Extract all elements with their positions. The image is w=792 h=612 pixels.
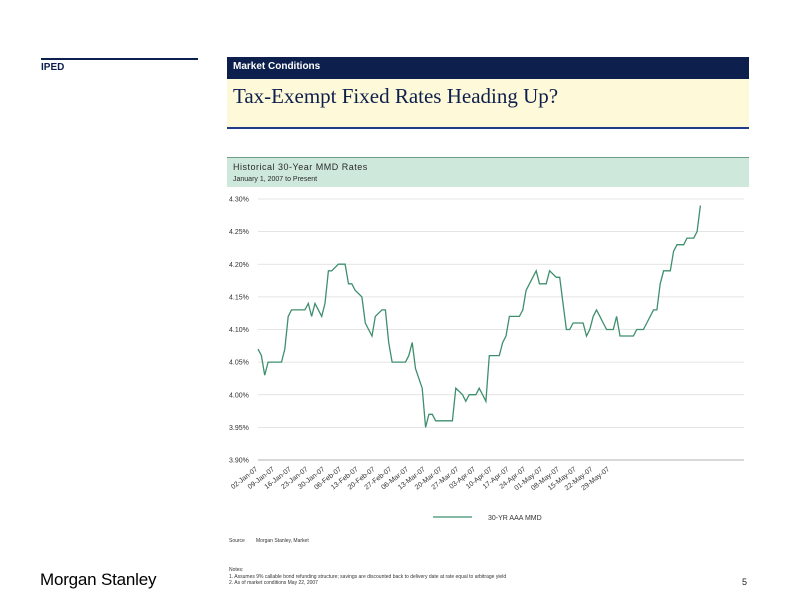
x-axis-labels: 02-Jan-0709-Jan-0716-Jan-0723-Jan-0730-J… <box>230 466 611 492</box>
title-box <box>227 79 749 129</box>
department-label: IPED <box>41 62 65 73</box>
source-text: Morgan Stanley, Market <box>256 538 309 544</box>
y-tick-label: 4.25% <box>229 229 249 236</box>
y-tick-label: 4.15% <box>229 294 249 301</box>
y-tick-label: 4.10% <box>229 327 249 334</box>
section-label: Market Conditions <box>233 61 321 72</box>
y-tick-label: 3.90% <box>229 458 249 465</box>
y-tick-label: 4.05% <box>229 360 249 367</box>
y-tick-label: 3.95% <box>229 425 249 432</box>
y-axis-labels: 4.30% 4.25% 4.20% 4.15% 4.10% 4.05% 4.00% 3.95%… <box>229 197 249 465</box>
notes: Notes: 1. Assumes 9% callable bond refun… <box>229 567 506 587</box>
section-bar <box>227 57 749 79</box>
page-number: 5 <box>742 577 748 587</box>
y-tick-label: 4.30% <box>229 197 249 204</box>
slide-title: Tax-Exempt Fixed Rates Heading Up? <box>233 84 559 108</box>
left-divider <box>41 58 198 60</box>
chart-header <box>227 157 749 187</box>
note-1: 1. Assumes 9% callable bond refunding st… <box>229 573 507 580</box>
chart-title: Historical 30-Year MMD Rates <box>233 162 368 172</box>
series-line-30yr-aaa-mmd <box>257 205 702 428</box>
notes-heading: Notes: <box>229 567 244 573</box>
source-label: Source <box>229 538 245 544</box>
legend-entry: 30-YR AAA MMD <box>488 515 542 522</box>
note-2: 2. As of market conditions May 22, 2007 <box>229 580 318 586</box>
chart-subtitle: January 1, 2007 to Present <box>233 176 318 183</box>
grid-lines <box>258 198 744 428</box>
legend: 30-YR AAA MMD <box>433 515 542 522</box>
y-tick-label: 4.00% <box>229 392 249 399</box>
y-tick-label: 4.20% <box>229 262 249 269</box>
brand-logo-text: Morgan Stanley <box>40 570 157 589</box>
